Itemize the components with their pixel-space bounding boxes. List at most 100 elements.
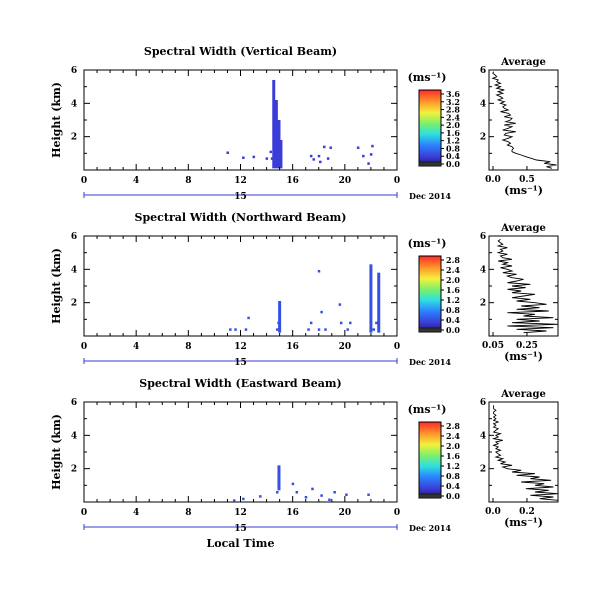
y-tick-label: 4 xyxy=(71,431,77,441)
average-y-tick-label: 2 xyxy=(480,299,486,309)
average-x-label: (ms⁻¹) xyxy=(504,184,543,197)
average-title: Average xyxy=(500,389,546,400)
data-cell xyxy=(345,493,348,496)
average-profile-line xyxy=(491,71,557,169)
colorbar-base xyxy=(418,327,442,333)
x-axis-label: Local Time xyxy=(207,537,275,550)
average-y-tick-label: 4 xyxy=(480,265,486,275)
colorbar-tick-label: 2.8 xyxy=(446,421,460,431)
data-cell xyxy=(242,497,245,501)
panel-title: Spectral Width (Eastward Beam) xyxy=(139,377,341,390)
data-column xyxy=(279,140,283,169)
x-tick-label: 0 xyxy=(81,176,87,186)
data-cell xyxy=(367,493,370,496)
data-cell xyxy=(242,156,245,159)
data-cell xyxy=(367,162,370,165)
colorbar-tick-label: 0.8 xyxy=(446,143,460,153)
y-tick-label: 4 xyxy=(71,265,77,275)
day-label: 15 xyxy=(234,524,247,534)
x-tick-label: 20 xyxy=(339,342,352,352)
plot-frame xyxy=(83,401,398,503)
average-x-tick-label: 0.05 xyxy=(482,341,504,351)
plot-frame xyxy=(83,69,398,171)
data-cell xyxy=(311,487,314,491)
x-tick-label: 0 xyxy=(394,508,400,518)
data-cell xyxy=(320,494,323,497)
data-cell xyxy=(372,328,376,331)
x-tick-label: 0 xyxy=(81,342,87,352)
unit-label: (ms⁻¹) xyxy=(408,237,447,250)
x-tick-label: 12 xyxy=(234,342,247,352)
x-tick-label: 8 xyxy=(185,342,191,352)
colorbar-tick-label: 0.0 xyxy=(446,159,460,169)
colorbar-tick-label: 2.0 xyxy=(446,275,460,285)
colorbar-tick-label: 2.0 xyxy=(446,441,460,451)
plot-frame xyxy=(83,235,398,337)
data-cell xyxy=(371,144,374,148)
average-y-tick-label: 6 xyxy=(480,66,486,76)
average-y-tick-label: 4 xyxy=(480,431,486,441)
colorbar-base xyxy=(418,493,442,499)
colorbar-tick-label: 1.6 xyxy=(446,285,460,295)
data-cell xyxy=(270,157,274,160)
data-cell xyxy=(319,160,322,164)
y-axis-label: Height (km) xyxy=(50,414,63,490)
data-cell xyxy=(277,321,280,325)
x-tick-label: 16 xyxy=(286,508,299,518)
average-frame xyxy=(488,235,559,337)
x-tick-label: 20 xyxy=(339,176,352,186)
data-column xyxy=(274,100,278,169)
data-cell xyxy=(269,150,272,154)
colorbar-tick-label: 2.8 xyxy=(446,255,460,265)
colorbar-tick-label: 1.6 xyxy=(446,451,460,461)
panel-1: Spectral Width (Vertical Beam)0 4 8 12 16 20 0… xyxy=(50,45,559,202)
panel-title: Spectral Width (Vertical Beam) xyxy=(144,45,337,58)
x-tick-label: 16 xyxy=(286,176,299,186)
colorbar-tick-label: 2.4 xyxy=(446,265,460,275)
colorbar xyxy=(418,89,442,167)
x-tick-label: 0 xyxy=(394,342,400,352)
data-cell xyxy=(229,328,232,331)
average-panel: Average 2 4 6 0.05 0.25(ms⁻¹) xyxy=(480,223,559,363)
data-cell xyxy=(356,146,360,149)
y-axis-label: Height (km) xyxy=(50,248,63,324)
x-tick-label: 0 xyxy=(394,176,400,186)
data-column xyxy=(272,80,276,169)
colorbar-base xyxy=(418,161,442,167)
data-cell xyxy=(339,321,343,325)
average-y-tick-label: 6 xyxy=(480,398,486,408)
data-cell xyxy=(295,491,299,494)
average-x-tick-label: 0.0 xyxy=(485,507,501,517)
average-x-tick-label: 0.2 xyxy=(519,507,535,517)
average-profile-line xyxy=(491,405,559,501)
day-label: 15 xyxy=(234,192,247,202)
average-panel: Average 2 4 6 0.0 0.5(ms⁻¹) xyxy=(480,57,559,197)
data-column xyxy=(277,465,281,491)
data-cell xyxy=(369,153,373,156)
data-cell xyxy=(276,491,279,494)
data-cell xyxy=(320,310,323,314)
x-tick-label: 20 xyxy=(339,508,352,518)
date-label: Dec 2014 xyxy=(409,523,451,533)
colorbar-tick-label: 1.2 xyxy=(446,461,460,471)
average-x-tick-label: 0.0 xyxy=(485,175,501,185)
x-tick-label: 12 xyxy=(234,508,247,518)
colorbar-tick-label: 0.4 xyxy=(446,481,460,491)
data-column xyxy=(277,120,281,169)
y-tick-label: 4 xyxy=(71,99,77,109)
average-x-tick-label: 0.25 xyxy=(516,341,538,351)
data-column xyxy=(278,301,282,333)
colorbar xyxy=(418,421,442,499)
x-tick-label: 8 xyxy=(185,176,191,186)
average-x-tick-label: 0.5 xyxy=(519,175,535,185)
colorbar-tick-label: 0.0 xyxy=(446,325,460,335)
average-x-label: (ms⁻¹) xyxy=(504,516,543,529)
data-cell xyxy=(291,482,295,486)
day-label: 15 xyxy=(234,358,247,368)
data-cell xyxy=(317,154,321,158)
average-y-tick-label: 6 xyxy=(480,232,486,242)
data-column xyxy=(377,272,381,333)
average-y-tick-label: 2 xyxy=(480,465,486,475)
x-tick-label: 8 xyxy=(185,508,191,518)
date-label: Dec 2014 xyxy=(409,191,451,201)
